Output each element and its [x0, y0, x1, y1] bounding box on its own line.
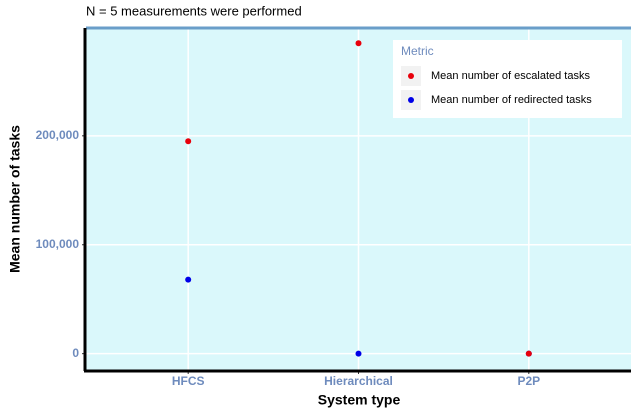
chart-subtitle: N = 5 measurements were performed — [86, 3, 302, 18]
legend-key — [408, 73, 414, 79]
legend-key — [408, 97, 414, 103]
data-point — [185, 138, 192, 145]
y-tick-label: 200,000 — [36, 128, 80, 142]
x-tick-label: Hierarchical — [324, 374, 393, 388]
x-axis-title: System type — [318, 392, 401, 408]
data-point — [355, 40, 362, 47]
x-tick-label: HFCS — [172, 374, 205, 388]
y-tick-label: 100,000 — [36, 237, 80, 251]
y-tick-label: 0 — [72, 346, 79, 360]
legend-label: Mean number of escalated tasks — [431, 70, 590, 82]
legend-label: Mean number of redirected tasks — [431, 94, 592, 106]
legend: Metric Mean number of escalated tasks Mean… — [393, 40, 622, 118]
data-point — [185, 276, 192, 283]
y-axis-title: Mean number of tasks — [7, 125, 23, 273]
legend-box — [393, 40, 622, 118]
data-point — [355, 350, 362, 357]
x-tick-label: P2P — [517, 374, 540, 388]
legend-title: Metric — [401, 44, 434, 58]
data-point — [525, 350, 532, 357]
